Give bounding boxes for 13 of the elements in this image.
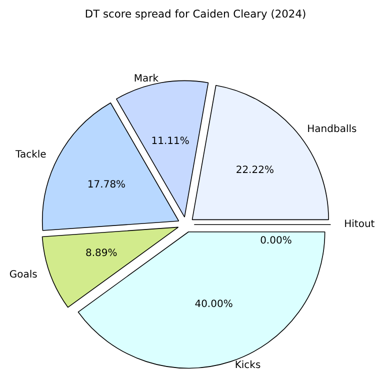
slice-label: Handballs: [307, 124, 357, 135]
data-label: 22.22%: [236, 164, 274, 176]
chart-title: DT score spread for Caiden Cleary (2024): [84, 8, 306, 20]
data-label: 8.89%: [85, 248, 118, 259]
text: 0.00%: [260, 236, 292, 247]
slice-label: Mark: [134, 73, 159, 84]
slice-label: Tackle: [14, 150, 46, 161]
data-label: 11.11%: [151, 136, 190, 148]
data-label: 17.78%: [87, 180, 126, 191]
slice-label: Goals: [9, 270, 38, 281]
slice-label: Kicks: [234, 360, 261, 371]
data-label: 40.00%: [194, 299, 233, 310]
category-label: Hitout: [344, 219, 375, 230]
